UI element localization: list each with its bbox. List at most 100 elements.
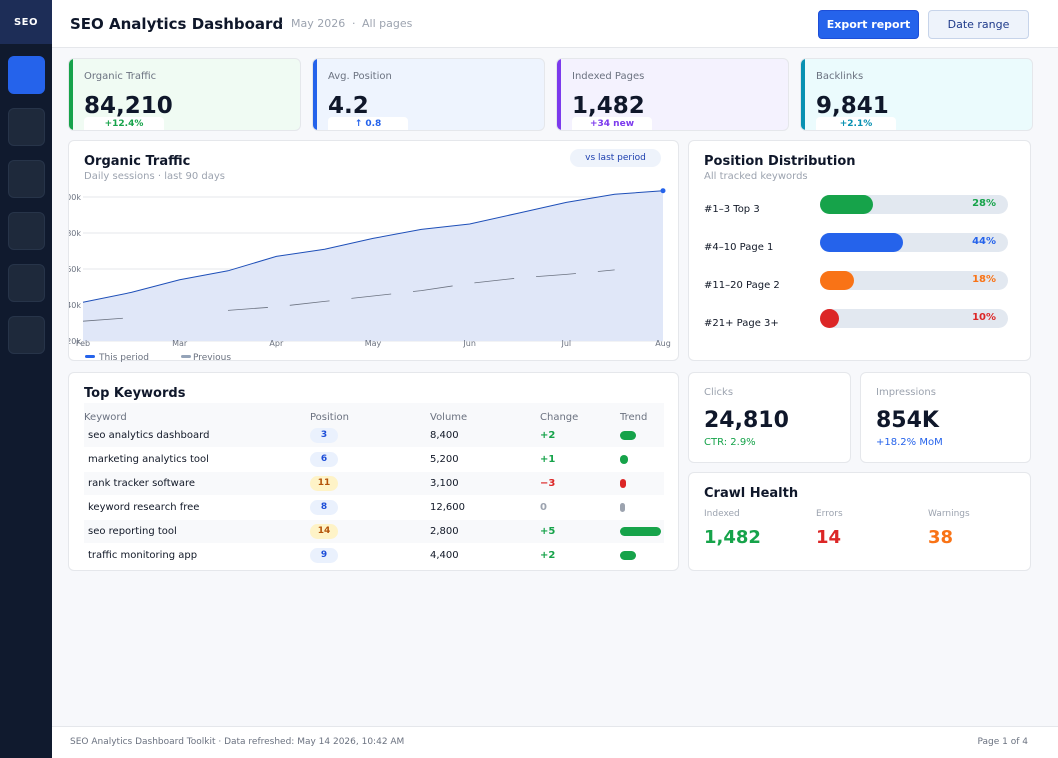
table-row[interactable]: rank tracker software 11 3,100 −3 <box>84 472 664 495</box>
period-label: May 2026 <box>291 17 346 30</box>
y-tick-label: 80k <box>69 229 81 238</box>
crawl-label-warnings: Warnings <box>928 509 970 519</box>
sidebar-item-reports[interactable] <box>8 264 45 302</box>
kpi-delta: +2.1% <box>816 117 896 130</box>
sidebar-item-pages[interactable] <box>8 160 45 198</box>
table-row[interactable]: seo analytics dashboard 3 8,400 +2 <box>84 424 664 447</box>
change-cell: −3 <box>540 478 556 489</box>
stat-label: Clicks <box>704 387 734 398</box>
distribution-bar-fill <box>820 271 854 290</box>
page-indicator: Page 1 of 4 <box>977 737 1029 747</box>
volume-cell: 4,400 <box>430 550 459 561</box>
keyword-cell: rank tracker software <box>88 478 196 489</box>
kpi-card-avg-position: Avg. Position 4.2 ↑ 0.8 <box>312 58 545 131</box>
clicks-card: Clicks 24,810 CTR: 2.9% <box>688 372 851 463</box>
crawl-health-panel: Crawl Health Indexed 1,482 Errors 14 War… <box>688 472 1031 571</box>
impressions-card: Impressions 854K +18.2% MoM <box>860 372 1031 463</box>
column-header-change[interactable]: Change <box>540 412 579 423</box>
distribution-percent: 10% <box>972 312 996 323</box>
sidebar-item-dashboard[interactable] <box>8 56 45 94</box>
distribution-bar-track: 44% <box>820 233 1008 252</box>
kpi-label: Indexed Pages <box>572 71 645 82</box>
volume-cell: 3,100 <box>430 478 459 489</box>
header: SEO Analytics Dashboard · May 2026 · All… <box>52 0 1058 48</box>
table-row[interactable]: marketing analytics tool 6 5,200 +1 <box>84 448 664 471</box>
column-header-trend[interactable]: Trend <box>620 412 648 423</box>
series-line-this-period <box>82 190 664 303</box>
kpi-accent-bar <box>69 59 73 130</box>
volume-cell: 2,800 <box>430 526 459 537</box>
change-cell: +2 <box>540 430 556 441</box>
position-badge: 3 <box>310 428 338 443</box>
kpi-value: 1,482 <box>572 93 645 119</box>
trend-bar <box>620 455 629 464</box>
y-tick-label: 40k <box>69 301 81 310</box>
kpi-delta: +12.4% <box>84 117 164 130</box>
kpi-delta: ↑ 0.8 <box>328 117 408 130</box>
kpi-card-indexed-pages: Indexed Pages 1,482 +34 new <box>556 58 789 131</box>
sidebar-item-backlinks[interactable] <box>8 212 45 250</box>
trend-bar <box>620 503 625 512</box>
table-row[interactable]: seo reporting tool 14 2,800 +5 <box>84 520 664 543</box>
crawl-value-indexed: 1,482 <box>704 527 761 548</box>
crawl-label-indexed: Indexed <box>704 509 740 519</box>
volume-cell: 5,200 <box>430 454 459 465</box>
traffic-chart: 100k 80k 60k 40k 20kFeb Mar Apr May Jun Jul Aug Thi… <box>69 188 671 362</box>
distribution-bar-fill <box>820 309 839 328</box>
distribution-percent: 18% <box>972 274 996 285</box>
series-area-this-period <box>83 190 663 341</box>
volume-cell: 12,600 <box>430 502 465 513</box>
sidebar-item-settings[interactable] <box>8 316 45 354</box>
y-tick-label: 100k <box>69 193 81 202</box>
date-range-button[interactable]: Date range <box>928 10 1029 39</box>
table-row[interactable]: traffic monitoring app 9 4,400 +2 <box>84 544 664 567</box>
kpi-accent-bar <box>557 59 561 130</box>
keyword-cell: traffic monitoring app <box>88 550 198 561</box>
sidebar: SEO <box>0 0 52 758</box>
distribution-bar-track: 28% <box>820 195 1008 214</box>
top-keywords-panel: Top Keywords Keyword Position Volume Cha… <box>68 372 679 571</box>
stat-label: Impressions <box>876 387 936 398</box>
kpi-value: 4.2 <box>328 93 369 119</box>
position-distribution-panel: Position Distribution All tracked keywor… <box>688 140 1031 361</box>
position-badge: 6 <box>310 452 338 467</box>
logo: SEO <box>0 0 52 44</box>
legend-swatch-this-period <box>85 355 95 358</box>
kpi-accent-bar <box>313 59 317 130</box>
x-tick-label: Jul <box>561 339 572 348</box>
panel-title: Top Keywords <box>84 386 186 401</box>
distribution-percent: 44% <box>972 236 996 247</box>
x-tick-label: May <box>365 339 382 348</box>
change-cell: +5 <box>540 526 556 537</box>
distribution-label: #1–3 Top 3 <box>704 204 760 215</box>
volume-cell: 8,400 <box>430 430 459 441</box>
trend-bar <box>620 479 627 488</box>
column-header-volume[interactable]: Volume <box>430 412 468 423</box>
footer-refresh-note: SEO Analytics Dashboard Toolkit · Data r… <box>70 737 405 747</box>
crawl-label-errors: Errors <box>816 509 843 519</box>
stat-subtext: +18.2% MoM <box>876 437 943 448</box>
panel-subtitle: All tracked keywords <box>704 171 808 182</box>
kpi-value: 84,210 <box>84 93 173 119</box>
export-report-button[interactable]: Export report <box>818 10 919 39</box>
footer: SEO Analytics Dashboard Toolkit · Data r… <box>52 726 1058 758</box>
series-line-previous <box>82 269 615 322</box>
trend-bar <box>620 551 637 560</box>
compare-period-toggle[interactable]: vs last period <box>570 149 661 167</box>
position-badge: 8 <box>310 500 338 515</box>
position-badge: 9 <box>310 548 338 563</box>
series-end-point <box>660 188 666 194</box>
separator-dot: · <box>352 17 356 30</box>
y-tick-label: 60k <box>69 265 81 274</box>
crawl-value-warnings: 38 <box>928 527 954 548</box>
table-row[interactable]: keyword research free 8 12,600 0 <box>84 496 664 519</box>
panel-subtitle: Daily sessions · last 90 days <box>84 171 225 182</box>
column-header-keyword[interactable]: Keyword <box>84 412 127 423</box>
distribution-bar-track: 18% <box>820 271 1008 290</box>
legend-swatch-previous <box>181 355 191 358</box>
column-header-position[interactable]: Position <box>310 412 349 423</box>
trend-bar <box>620 527 661 536</box>
distribution-bar-fill <box>820 195 873 214</box>
separator-dot: · <box>280 17 284 30</box>
sidebar-item-keywords[interactable] <box>8 108 45 146</box>
